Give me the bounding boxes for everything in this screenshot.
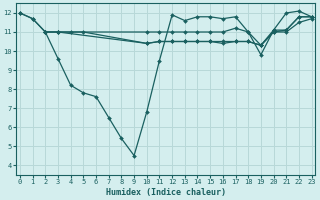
X-axis label: Humidex (Indice chaleur): Humidex (Indice chaleur) (106, 188, 226, 197)
